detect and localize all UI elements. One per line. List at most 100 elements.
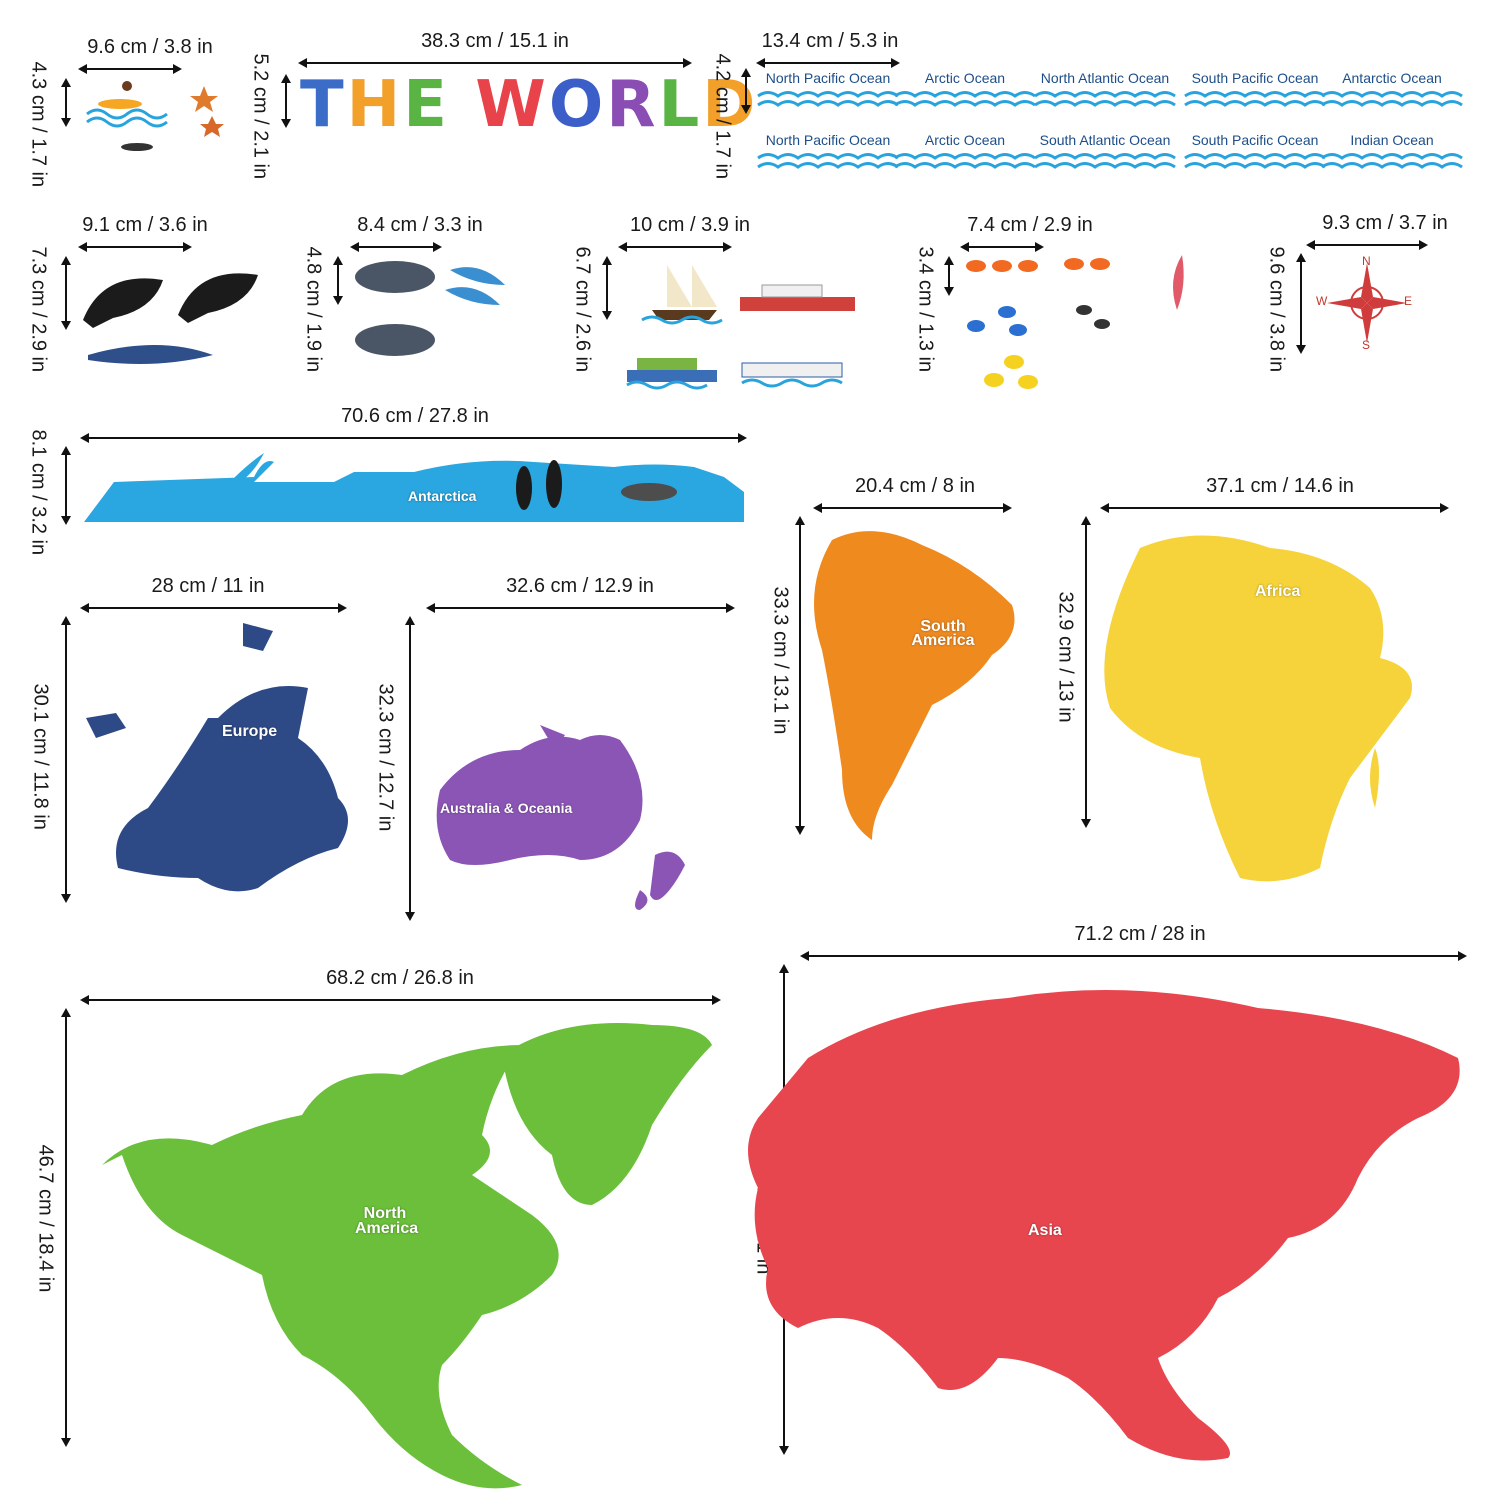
- damselfish-icon: [1076, 305, 1092, 315]
- fish-height-label: 3.4 cm / 1.3 in: [914, 246, 937, 373]
- title-letter: E: [403, 68, 450, 142]
- ship-stickers: [626, 265, 855, 390]
- europe-height-label: 30.1 cm / 11.8 in: [29, 683, 52, 830]
- wave-icon: [757, 153, 899, 169]
- south-america-label: South America: [911, 618, 975, 649]
- diver-icon: [121, 143, 153, 151]
- dolphins-height-arrow: [333, 256, 343, 305]
- surfer-icon: [122, 81, 132, 91]
- wave-icon: [757, 91, 899, 107]
- right-whale-icon: [355, 324, 435, 356]
- clownfish-icon: [966, 260, 986, 272]
- ships-width-arrow: [618, 242, 732, 252]
- coral-icon: [1173, 255, 1184, 310]
- ocean-label: South Pacific Ocean: [1191, 132, 1319, 148]
- ocean-label: North Pacific Ocean: [765, 132, 891, 148]
- wave-icon: [1034, 153, 1176, 169]
- south-america-width-label: 20.4 cm / 8 in: [854, 475, 976, 497]
- title-letter: [450, 68, 475, 142]
- antarctica-width-label: 70.6 cm / 27.8 in: [341, 405, 489, 427]
- antarctica-label: Antarctica: [408, 488, 477, 504]
- title-letter: H: [346, 68, 404, 142]
- south-america-map: [814, 531, 1015, 840]
- oceania-height-arrow: [405, 616, 415, 921]
- oceania-height-label: 32.3 cm / 12.7 in: [374, 683, 397, 832]
- compass-rose-icon: [1327, 263, 1407, 343]
- ocean-label: North Pacific Ocean: [765, 70, 891, 86]
- oceania-width-label: 32.6 cm / 12.9 in: [506, 575, 654, 597]
- fish-height-arrow: [944, 256, 954, 296]
- cruise-ship-icon: [741, 362, 843, 378]
- sailing-ship-icon: [652, 310, 717, 320]
- antarctica-map: [84, 453, 744, 522]
- seal-icon: [621, 483, 677, 501]
- title-letter: R: [606, 68, 659, 142]
- oceania-map: [436, 725, 685, 910]
- south-america-height-arrow: [795, 516, 805, 835]
- north-america-height-label: 46.7 cm / 18.4 in: [34, 1144, 57, 1293]
- title-letter: O: [548, 68, 607, 142]
- whales-width-arrow: [78, 242, 192, 252]
- europe-height-arrow: [61, 616, 71, 903]
- wave-icon: [1184, 91, 1326, 107]
- asia-label: Asia: [1028, 1222, 1062, 1239]
- ships-height-arrow: [602, 256, 612, 320]
- ocean-width-label: 13.4 cm / 5.3 in: [761, 30, 899, 52]
- dolphin-icon: [445, 287, 500, 305]
- surfer-width-label: 9.6 cm / 3.8 in: [87, 36, 213, 58]
- africa-width-label: 37.1 cm / 14.6 in: [1206, 475, 1354, 497]
- south-america-height-label: 33.3 cm / 13.1 in: [769, 586, 792, 735]
- ocean-label: South Atlantic Ocean: [1039, 132, 1171, 148]
- north-america-height-arrow: [61, 1008, 71, 1447]
- title-letter: W: [475, 68, 549, 142]
- north-america-map: [102, 1023, 712, 1489]
- surfer-height-arrow: [61, 78, 71, 127]
- compass-height-arrow: [1296, 253, 1306, 354]
- africa-height-label: 32.9 cm / 13 in: [1054, 591, 1077, 723]
- north-america-width-arrow: [80, 995, 721, 1005]
- oceania-width-arrow: [426, 603, 735, 613]
- blue-whale-icon: [88, 345, 213, 364]
- oceania-label: Australia & Oceania: [440, 800, 573, 816]
- whales-height-label: 7.3 cm / 2.9 in: [27, 246, 50, 373]
- compass-south: S: [1362, 338, 1371, 352]
- world-title: THE WORLD: [300, 68, 758, 142]
- antarctica-height-arrow: [61, 446, 71, 525]
- asia-map: [748, 990, 1460, 1461]
- europe-map: [86, 623, 348, 892]
- north-america-width-label: 68.2 cm / 26.8 in: [326, 967, 474, 989]
- compass-west: W: [1316, 294, 1328, 308]
- whales-width-label: 9.1 cm / 3.6 in: [82, 214, 208, 236]
- ocean-height-label: 4.2 cm / 1.7 in: [711, 53, 734, 180]
- compass-north: N: [1362, 254, 1371, 268]
- antarctica-height-label: 8.1 cm / 3.2 in: [27, 429, 50, 556]
- ocean-label: Arctic Ocean: [924, 70, 1006, 86]
- south-america-width-arrow: [813, 503, 1012, 513]
- asia-width-arrow: [800, 951, 1467, 961]
- yellow-fish-icon: [1004, 355, 1024, 369]
- compass-east: E: [1404, 294, 1413, 308]
- surfer-stickers: [86, 81, 224, 151]
- africa-label: Africa: [1255, 583, 1301, 600]
- africa-width-arrow: [1100, 503, 1449, 513]
- container-ship-icon: [627, 370, 717, 382]
- compass-width-label: 9.3 cm / 3.7 in: [1322, 212, 1448, 234]
- fish-stickers: [966, 255, 1184, 389]
- wave-icon: [894, 153, 1036, 169]
- ocean-label: Antarctic Ocean: [1342, 70, 1442, 86]
- ocean-label: North Atlantic Ocean: [1040, 70, 1170, 86]
- fish-width-arrow: [960, 242, 1044, 252]
- fish-width-label: 7.4 cm / 2.9 in: [967, 214, 1093, 236]
- title-width-arrow: [298, 58, 692, 68]
- dolphins-width-label: 8.4 cm / 3.3 in: [357, 214, 483, 236]
- icebreaker-ship-icon: [740, 297, 855, 311]
- surfer-height-label: 4.3 cm / 1.7 in: [27, 61, 50, 188]
- penguin-icon: [516, 466, 532, 510]
- europe-width-label: 28 cm / 11 in: [151, 575, 265, 597]
- dolphins-height-label: 4.8 cm / 1.9 in: [302, 246, 325, 373]
- ships-width-label: 10 cm / 3.9 in: [629, 214, 751, 236]
- starfish-icon: [190, 86, 218, 112]
- ocean-label: Indian Ocean: [1350, 132, 1434, 148]
- dolphin-icon: [450, 267, 505, 285]
- surfboard-icon: [98, 99, 142, 109]
